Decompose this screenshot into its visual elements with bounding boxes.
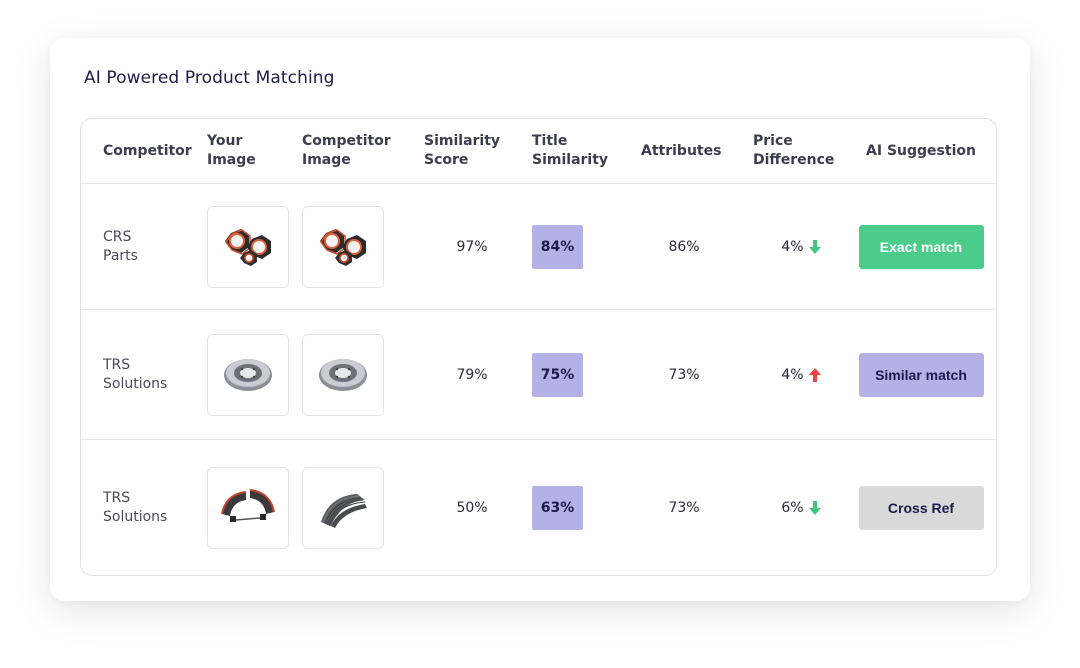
competitor-name: TRS Solutions — [103, 440, 203, 575]
similarity-score: 79% — [456, 366, 488, 383]
your-product-image[interactable] — [207, 466, 289, 549]
brake-shoes-stack-icon — [311, 484, 375, 532]
arrow-down-icon — [809, 501, 821, 515]
title-similarity-cell: 75% — [532, 310, 628, 439]
price-difference-cell: 4% — [753, 184, 849, 309]
title-similarity-badge: 63% — [532, 485, 583, 530]
header-title-similarity-line1: Title — [532, 133, 568, 149]
price-difference-cell: 4% — [753, 310, 849, 439]
ai-suggestion-cell: Cross Ref — [858, 440, 984, 575]
arrow-down-icon — [809, 240, 821, 254]
competitor-name: CRS Parts — [103, 184, 203, 309]
title-similarity-badge: 84% — [532, 224, 583, 269]
brake-shoe-icon — [216, 484, 280, 532]
header-your-image: Your Image — [207, 119, 293, 183]
ai-suggestion-cell: Exact match — [858, 184, 984, 309]
header-similarity-score-line1: Similarity — [424, 133, 501, 149]
header-price-difference: Price Difference — [753, 119, 849, 183]
competitor-image-cell — [302, 440, 412, 575]
title-similarity-cell: 63% — [532, 440, 628, 575]
header-price-difference-line2: Difference — [753, 152, 835, 168]
header-attributes: Attributes — [641, 142, 722, 159]
header-similarity-score-line2: Score — [424, 152, 469, 168]
header-competitor: Competitor — [103, 142, 192, 159]
header-title-similarity-line2: Similarity — [532, 152, 609, 168]
competitor-name: TRS Solutions — [103, 310, 203, 439]
competitor-name-line2: Parts — [103, 247, 138, 264]
table-header-row: Competitor Your Image Competitor Image Sim… — [81, 119, 996, 184]
competitor-product-image[interactable] — [302, 466, 384, 549]
competitor-product-image[interactable] — [302, 205, 384, 288]
price-difference-cell: 6% — [753, 440, 849, 575]
competitor-image-cell — [302, 184, 412, 309]
competitor-name-line2: Solutions — [103, 508, 168, 525]
competitor-image-cell — [302, 310, 412, 439]
exact-match-button[interactable]: Exact match — [858, 224, 984, 269]
your-image-cell — [207, 440, 293, 575]
competitor-name-line2: Solutions — [103, 375, 168, 392]
title-similarity-cell: 84% — [532, 184, 628, 309]
ai-suggestion-cell: Similar match — [858, 310, 984, 439]
header-competitor-image-line1: Competitor — [302, 133, 391, 149]
header-ai-suggestion: AI Suggestion — [866, 142, 976, 159]
competitor-name-line1: TRS — [103, 356, 131, 373]
matching-table: Competitor Your Image Competitor Image Sim… — [80, 118, 997, 576]
header-title-similarity: Title Similarity — [532, 119, 628, 183]
cross-ref-button[interactable]: Cross Ref — [858, 485, 984, 530]
price-difference-value: 6% — [781, 499, 804, 516]
table-row: CRS Parts 97% 84% 86% 4% Exact match — [81, 184, 996, 310]
header-price-difference-line1: Price — [753, 133, 793, 149]
header-similarity-score: Similarity Score — [424, 119, 520, 183]
brake-drum-icon — [216, 351, 280, 399]
table-row: TRS Solutions 50% 63% 73% 6% Cross Ref — [81, 440, 996, 575]
page-title: AI Powered Product Matching — [84, 68, 335, 88]
arrow-up-icon — [809, 368, 821, 382]
price-difference-value: 4% — [781, 366, 804, 383]
similarity-score: 97% — [456, 238, 488, 255]
hex-nuts-icon — [311, 223, 375, 271]
attributes-score: 73% — [668, 499, 700, 516]
similarity-score: 50% — [456, 499, 488, 516]
attributes-score: 73% — [668, 366, 700, 383]
title-similarity-badge: 75% — [532, 352, 583, 397]
price-difference-value: 4% — [781, 238, 804, 255]
header-competitor-image-line2: Image — [302, 152, 351, 168]
header-your-image-line2: Image — [207, 152, 256, 168]
table-row: TRS Solutions 79% 75% 73% 4% Similar matc… — [81, 310, 996, 440]
hex-nuts-icon — [216, 223, 280, 271]
your-product-image[interactable] — [207, 333, 289, 416]
competitor-product-image[interactable] — [302, 333, 384, 416]
your-image-cell — [207, 184, 293, 309]
your-image-cell — [207, 310, 293, 439]
attributes-score: 86% — [668, 238, 700, 255]
your-product-image[interactable] — [207, 205, 289, 288]
header-your-image-line1: Your — [207, 133, 243, 149]
header-competitor-image: Competitor Image — [302, 119, 412, 183]
similar-match-button[interactable]: Similar match — [858, 352, 984, 397]
competitor-name-line1: CRS — [103, 228, 132, 245]
competitor-name-line1: TRS — [103, 489, 131, 506]
product-matching-card: AI Powered Product Matching Competitor Y… — [50, 38, 1030, 601]
brake-drum-icon — [311, 351, 375, 399]
